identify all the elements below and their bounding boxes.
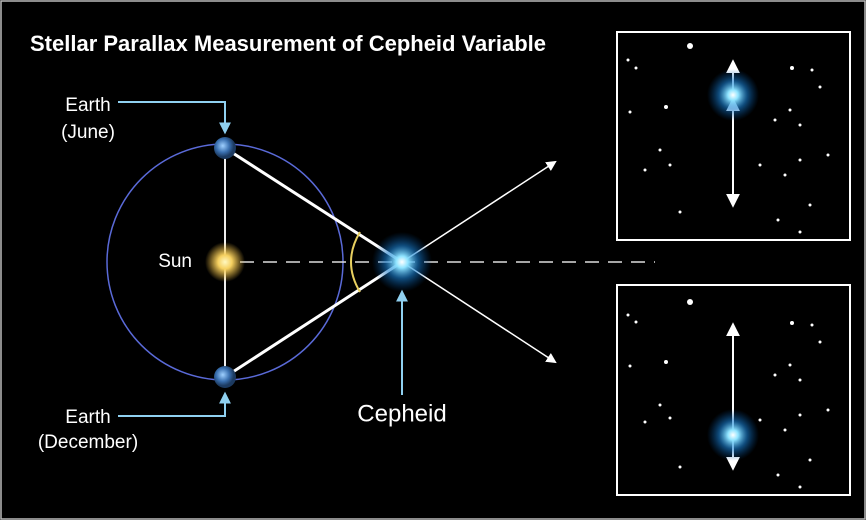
callout bbox=[118, 101, 231, 135]
label: Earth bbox=[65, 95, 110, 116]
title: Stellar Parallax Measurement of Cepheid … bbox=[30, 31, 546, 56]
label: Cepheid bbox=[357, 400, 446, 427]
earth bbox=[214, 137, 236, 159]
view-panel bbox=[616, 31, 851, 241]
label: (June) bbox=[61, 122, 115, 143]
label: Sun bbox=[158, 251, 192, 272]
arrow bbox=[401, 160, 557, 263]
cepheid-star bbox=[372, 232, 432, 292]
callout bbox=[118, 391, 231, 417]
label: Earth bbox=[65, 407, 110, 428]
sun bbox=[205, 242, 245, 282]
label: (December) bbox=[38, 432, 138, 453]
earth bbox=[214, 366, 236, 388]
sightline bbox=[224, 260, 403, 379]
view-panel bbox=[616, 284, 851, 496]
sightline bbox=[224, 146, 403, 264]
arrow bbox=[401, 261, 557, 364]
angle-arc bbox=[350, 231, 361, 293]
